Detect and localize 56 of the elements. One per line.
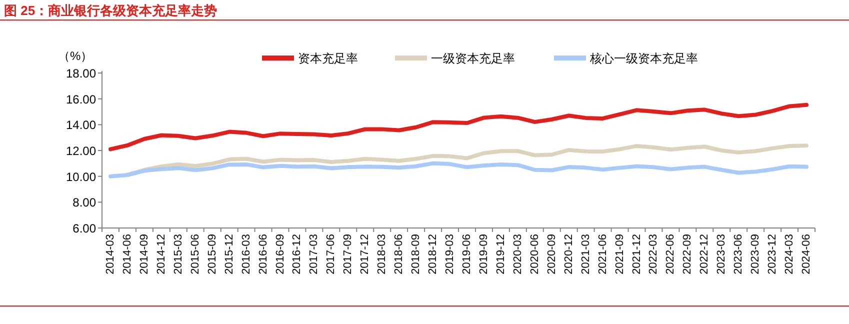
x-tick-label: 2014-06: [121, 234, 134, 274]
legend-label: 核心一级资本充足率: [589, 52, 698, 66]
x-tick-label: 2021-03: [580, 234, 592, 274]
x-tick-label: 2020-03: [512, 234, 524, 274]
x-tick-label: 2024-06: [800, 234, 813, 274]
y-tick-label: 10.00: [66, 170, 96, 184]
x-tick-label: 2015-06: [189, 234, 202, 274]
x-tick-label: 2019-09: [478, 234, 490, 274]
legend-label: 资本充足率: [298, 52, 358, 66]
x-tick-label: 2016-12: [291, 234, 304, 274]
x-tick-label: 2014-12: [155, 234, 168, 274]
x-tick-label: 2015-03: [172, 234, 184, 274]
x-tick-label: 2022-06: [664, 234, 677, 274]
x-tick-label: 2016-03: [240, 234, 252, 274]
x-tick-label: 2020-12: [562, 234, 575, 274]
x-tick-label: 2015-12: [223, 234, 236, 274]
x-tick-label: 2017-06: [325, 234, 338, 274]
x-tick-label: 2022-03: [648, 234, 660, 274]
x-tick-label: 2019-12: [494, 234, 507, 274]
x-tick-label: 2014-03: [104, 234, 116, 274]
x-tick-label: 2018-06: [393, 234, 406, 274]
x-tick-label: 2018-09: [410, 234, 422, 274]
x-tick-label: 2021-06: [596, 234, 609, 274]
y-tick-label: 16.00: [66, 92, 96, 106]
x-tick-label: 2023-09: [750, 234, 762, 274]
y-axis-title: （%）: [58, 49, 93, 63]
x-tick-label: 2015-09: [206, 234, 218, 274]
y-tick-label: 8.00: [72, 196, 96, 210]
x-tick-label: 2023-12: [766, 234, 779, 274]
x-tick-label: 2017-12: [359, 234, 372, 274]
y-tick-label: 14.00: [66, 118, 96, 132]
x-tick-label: 2016-06: [257, 234, 270, 274]
y-tick-label: 6.00: [72, 222, 96, 236]
x-tick-label: 2019-06: [460, 234, 473, 274]
line-series: [108, 161, 809, 178]
x-tick-label: 2024-03: [784, 234, 796, 274]
x-tick-label: 2017-09: [342, 234, 354, 274]
x-tick-label: 2018-12: [427, 234, 440, 274]
line-series: [108, 102, 809, 152]
legend-label: 一级资本充足率: [431, 52, 515, 66]
x-tick-label: 2014-09: [138, 234, 150, 274]
x-tick-label: 2020-09: [546, 234, 558, 274]
x-tick-label: 2021-12: [630, 234, 643, 274]
chart-title: 图 25：商业银行各级资本充足率走势: [4, 3, 218, 18]
x-tick-label: 2022-09: [682, 234, 694, 274]
x-tick-label: 2018-03: [376, 234, 388, 274]
x-tick-label: 2022-12: [698, 234, 711, 274]
x-tick-label: 2021-09: [614, 234, 626, 274]
x-tick-label: 2017-03: [308, 234, 320, 274]
x-tick-label: 2019-03: [444, 234, 456, 274]
x-tick-label: 2020-06: [528, 234, 541, 274]
x-tick-label: 2023-06: [732, 234, 745, 274]
y-tick-label: 18.00: [66, 66, 96, 80]
x-tick-label: 2016-09: [274, 234, 286, 274]
y-tick-label: 12.00: [66, 144, 96, 158]
x-tick-label: 2023-03: [716, 234, 728, 274]
